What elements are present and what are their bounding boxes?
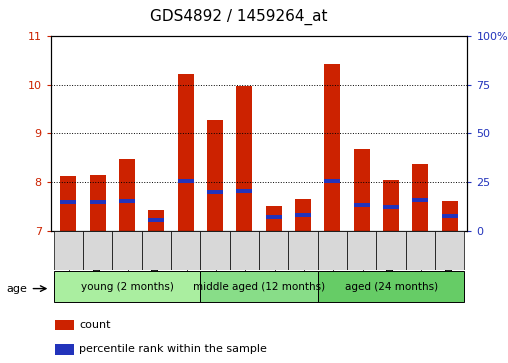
Bar: [376, 231, 406, 270]
Bar: [318, 231, 347, 270]
Bar: [230, 231, 259, 270]
Bar: [347, 231, 376, 270]
Bar: [354, 149, 370, 231]
Bar: [83, 231, 112, 270]
Bar: [207, 190, 223, 193]
Bar: [90, 175, 106, 231]
Bar: [383, 180, 399, 231]
Bar: [412, 199, 428, 202]
Bar: [90, 200, 106, 204]
Bar: [60, 176, 77, 231]
Bar: [259, 231, 289, 270]
Bar: [441, 201, 458, 231]
Text: aged (24 months): aged (24 months): [344, 282, 438, 292]
Bar: [201, 231, 230, 270]
Bar: [354, 203, 370, 207]
Text: count: count: [79, 320, 111, 330]
Bar: [266, 206, 282, 231]
Bar: [60, 200, 77, 204]
Bar: [55, 320, 74, 330]
Bar: [55, 344, 74, 355]
Text: percentile rank within the sample: percentile rank within the sample: [79, 344, 267, 355]
Bar: [148, 210, 165, 231]
Bar: [441, 214, 458, 218]
Bar: [119, 159, 135, 231]
Bar: [207, 120, 223, 231]
Bar: [412, 163, 428, 231]
Bar: [201, 271, 318, 302]
Bar: [318, 271, 464, 302]
Bar: [54, 271, 201, 302]
Bar: [142, 231, 171, 270]
Bar: [148, 218, 165, 222]
Bar: [289, 231, 318, 270]
Bar: [295, 199, 311, 231]
Bar: [178, 179, 194, 183]
Text: GDS4892 / 1459264_at: GDS4892 / 1459264_at: [150, 9, 328, 25]
Bar: [171, 231, 201, 270]
Bar: [178, 74, 194, 231]
Bar: [324, 179, 340, 183]
Bar: [236, 86, 252, 231]
Bar: [54, 231, 83, 270]
Bar: [266, 215, 282, 219]
Text: middle aged (12 months): middle aged (12 months): [193, 282, 325, 292]
Text: young (2 months): young (2 months): [81, 282, 174, 292]
Bar: [119, 199, 135, 203]
Bar: [295, 213, 311, 217]
Bar: [112, 231, 142, 270]
Bar: [324, 65, 340, 231]
Bar: [236, 189, 252, 193]
Text: age: age: [6, 284, 27, 294]
Bar: [406, 231, 435, 270]
Bar: [435, 231, 464, 270]
Bar: [383, 205, 399, 209]
